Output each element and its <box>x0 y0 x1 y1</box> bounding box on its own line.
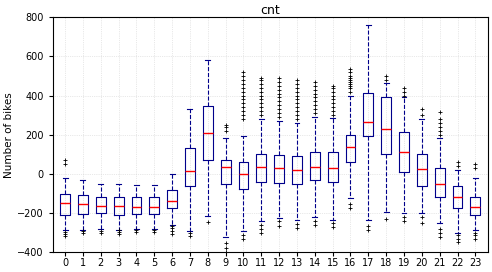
Title: cnt: cnt <box>260 4 280 17</box>
Y-axis label: Number of bikes: Number of bikes <box>4 92 14 178</box>
